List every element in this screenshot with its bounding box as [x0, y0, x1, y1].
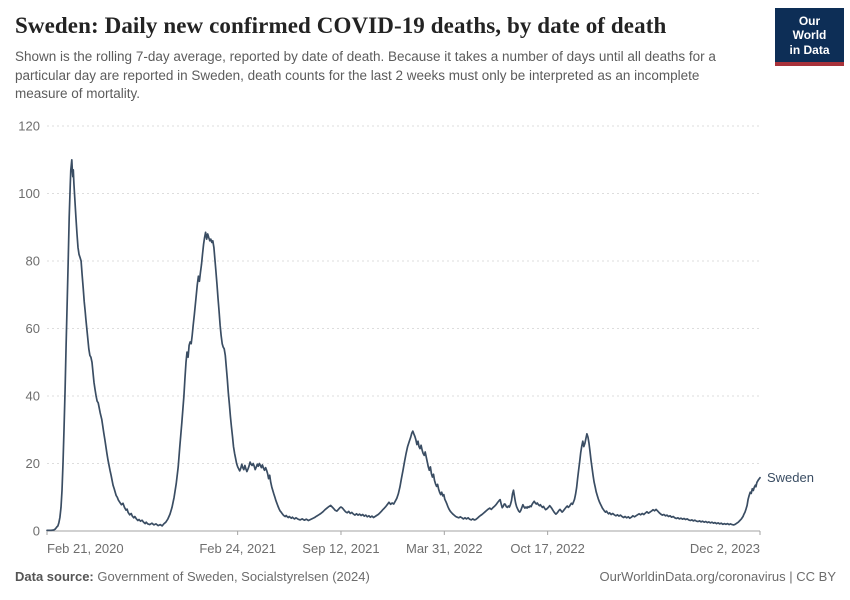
y-axis-label-40: 40: [26, 389, 40, 404]
x-axis: [46, 530, 761, 535]
gridlines: [47, 125, 760, 464]
attribution-link[interactable]: OurWorldinData.org/coronavirus | CC BY: [599, 569, 836, 584]
x-axis-label: Dec 2, 2023: [690, 541, 760, 556]
y-axis-label-100: 100: [18, 186, 40, 201]
owid-logo-line2: in Data: [789, 42, 830, 57]
y-axis-label-20: 20: [26, 456, 40, 471]
x-axis-label: Feb 21, 2020: [47, 541, 124, 556]
data-source-text: Government of Sweden, Socialstyrelsen (2…: [97, 569, 370, 584]
chart-footer: Data source: Government of Sweden, Socia…: [15, 569, 836, 584]
x-axis-label: Mar 31, 2022: [406, 541, 483, 556]
series-lines: [46, 158, 761, 532]
y-axis-labels: 0 20 40 60 80 100 120: [18, 119, 40, 539]
data-source-label: Data source:: [15, 569, 94, 584]
x-axis-labels: Feb 21, 2020 Feb 24, 2021 Sep 12, 2021 Mar …: [47, 541, 760, 556]
owid-logo-line1: Our World: [792, 14, 827, 43]
series-end-label: Sweden: [767, 470, 814, 485]
y-axis-label-80: 80: [26, 254, 40, 269]
data-source-note: Data source: Government of Sweden, Socia…: [15, 569, 370, 584]
chart-header: Sweden: Daily new confirmed COVID-19 dea…: [15, 13, 760, 103]
y-axis-label-120: 120: [18, 119, 40, 134]
y-axis-label-60: 60: [26, 321, 40, 336]
owid-logo[interactable]: Our World in Data: [775, 8, 844, 67]
x-axis-label: Sep 12, 2021: [302, 541, 379, 556]
page-title: Sweden: Daily new confirmed COVID-19 dea…: [15, 13, 667, 38]
x-axis-label: Feb 24, 2021: [199, 541, 276, 556]
y-axis-label-0: 0: [33, 524, 40, 539]
x-axis-label: Oct 17, 2022: [510, 541, 584, 556]
series-line-sweden: [46, 158, 761, 532]
chart-subtitle: Shown is the rolling 7-day average, repo…: [15, 49, 716, 101]
